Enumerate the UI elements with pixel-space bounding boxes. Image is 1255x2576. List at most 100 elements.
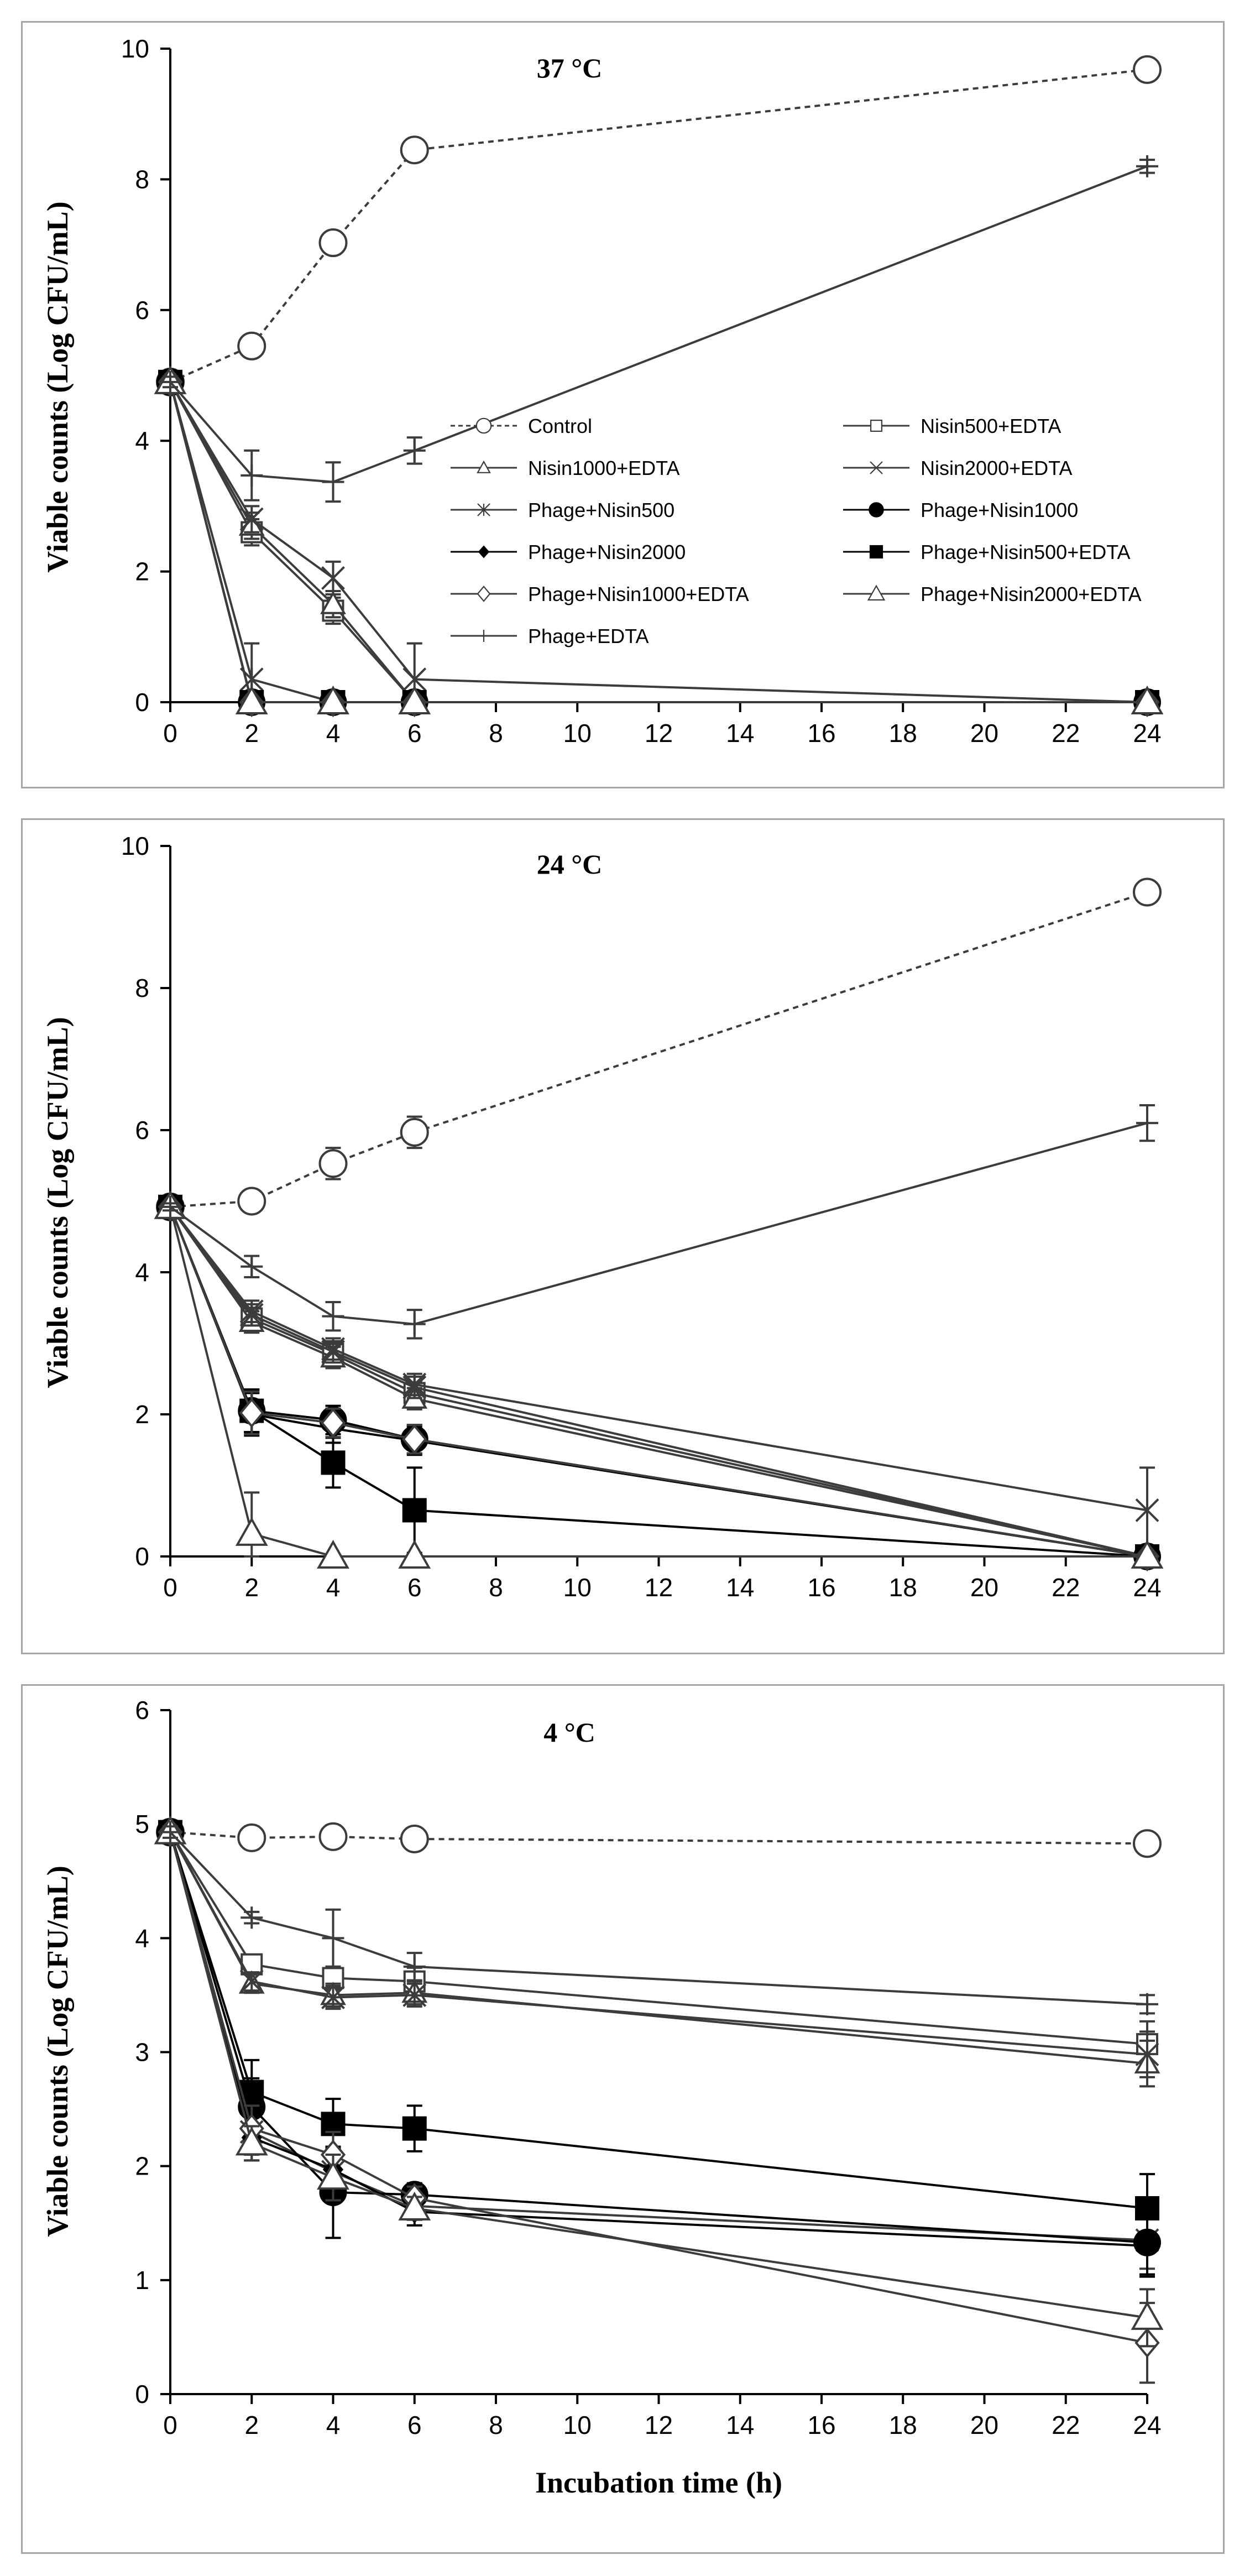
series-nisin1000-edta	[157, 1193, 1160, 1566]
data-point	[239, 1303, 264, 1327]
series-nisin500-edta	[159, 1821, 1158, 2068]
data-point	[159, 370, 181, 393]
legend-item-phage-nisin1000-edta: Phage+Nisin1000+EDTA	[451, 583, 749, 605]
legend-item-nisin2000-edta: Nisin2000+EDTA	[843, 457, 1072, 479]
y-tick-label: 8	[135, 165, 149, 194]
legend-item-control: Control	[451, 415, 592, 437]
y-tick-label: 1	[135, 2266, 149, 2295]
series-phage-edta	[159, 1821, 1158, 2015]
data-point	[398, 1539, 431, 1569]
data-point	[1135, 2042, 1159, 2067]
x-tick-label: 8	[489, 719, 503, 748]
data-point	[159, 1821, 181, 1843]
data-point	[240, 1906, 263, 1929]
series-line-control	[170, 68, 1148, 383]
x-tick-label: 20	[970, 2411, 998, 2439]
x-tick-label: 0	[163, 1573, 177, 1602]
data-point	[235, 2126, 268, 2156]
data-point	[1133, 1829, 1162, 1858]
series-nisin500-edta	[159, 1195, 1158, 1567]
legend-label: Phage+Nisin500+EDTA	[921, 541, 1131, 563]
series-line-nisin2000-edta	[169, 1831, 1148, 2056]
data-point	[317, 685, 349, 714]
data-point	[317, 1539, 349, 1569]
data-point	[1133, 877, 1162, 907]
x-tick-label: 10	[563, 2411, 592, 2439]
series-line-phage-nisin500-edta	[169, 1206, 1148, 1558]
data-point	[318, 228, 348, 258]
x-axis-label: Incubation time (h)	[535, 2466, 782, 2499]
series-line-phage-nisin500-edta	[169, 1832, 1148, 2209]
data-point	[235, 685, 268, 714]
y-tick-label: 0	[135, 688, 149, 717]
series-phage-nisin2000-edta	[154, 1815, 1164, 2348]
series-control	[156, 877, 1162, 1221]
data-point	[402, 667, 427, 692]
series-phage-nisin1000	[156, 1193, 1161, 1570]
legend-label: Phage+EDTA	[528, 625, 649, 647]
series-control	[156, 1817, 1162, 1858]
x-tick-label: 4	[326, 719, 341, 748]
series-line-phage-nisin1000-edta	[169, 1832, 1148, 2344]
data-point	[402, 1424, 427, 1455]
x-tick-label: 20	[970, 719, 998, 748]
legend-label: Phage+Nisin2000	[528, 541, 686, 563]
legend-item-phage-nisin500-edta: Phage+Nisin500+EDTA	[843, 541, 1131, 563]
data-point	[403, 1313, 426, 1335]
x-tick-label: 14	[726, 2411, 754, 2439]
x-tick-label: 24	[1133, 1573, 1161, 1602]
legend-item-phage-nisin2000-edta: Phage+Nisin2000+EDTA	[843, 583, 1142, 605]
data-point	[398, 2191, 431, 2220]
x-tick-label: 18	[889, 2411, 917, 2439]
data-point	[322, 1927, 344, 1950]
x-tick-label: 10	[563, 1573, 592, 1602]
x-tick-label: 4	[326, 1573, 341, 1602]
chart-panel-4c	[21, 1684, 1225, 2554]
data-point	[237, 331, 266, 360]
x-tick-label: 6	[407, 1573, 422, 1602]
series-control	[156, 55, 1162, 396]
x-tick-label: 6	[407, 719, 422, 748]
data-point	[400, 135, 429, 165]
data-point	[159, 1195, 181, 1218]
x-tick-label: 24	[1133, 719, 1161, 748]
chart-title: 24 °C	[537, 849, 603, 880]
series-phage-nisin500-edta	[158, 1194, 1159, 1569]
x-tick-label: 2	[244, 2411, 259, 2439]
y-tick-label: 3	[135, 2038, 149, 2067]
chart-title: 37 °C	[537, 53, 603, 83]
y-tick-label: 10	[121, 832, 149, 860]
y-tick-label: 8	[135, 974, 149, 1002]
x-tick-label: 2	[244, 1573, 259, 1602]
series-phage-nisin2000	[160, 1195, 1158, 1569]
legend-label: Nisin500+EDTA	[921, 415, 1061, 437]
legend: Control Nisin500+EDTA Nisin1000+EDTA Nisin2…	[451, 415, 1142, 647]
data-point	[240, 464, 263, 487]
data-point	[400, 1117, 429, 1147]
chart-title: 4 °C	[543, 1717, 595, 1748]
x-tick-label: 0	[163, 719, 177, 748]
series-phage-nisin2000-edta	[154, 1190, 1164, 1569]
data-point	[322, 471, 344, 493]
x-tick-label: 2	[244, 719, 259, 748]
series-line-control	[170, 891, 1148, 1208]
x-tick-label: 12	[645, 1573, 673, 1602]
series-line-nisin500-edta	[169, 1831, 1148, 2046]
data-point	[402, 1498, 427, 1523]
y-tick-label: 6	[135, 1696, 149, 1725]
series-line-phage-nisin1000	[169, 1832, 1148, 2244]
legend-label: Control	[528, 415, 592, 437]
data-point	[320, 1408, 346, 1438]
x-tick-label: 12	[645, 2411, 673, 2439]
series-line-phage-edta	[169, 1831, 1148, 2005]
x-tick-label: 6	[407, 2411, 422, 2439]
y-tick-label: 2	[135, 557, 149, 586]
legend-item-phage-nisin1000: Phage+Nisin1000	[843, 499, 1078, 521]
x-tick-label: 8	[489, 1573, 503, 1602]
data-point	[1136, 1993, 1158, 2015]
y-axis-label: Viable counts (Log CFU/mL)	[41, 201, 74, 573]
x-tick-label: 16	[807, 1573, 835, 1602]
legend-item-nisin1000-edta: Nisin1000+EDTA	[451, 457, 679, 479]
